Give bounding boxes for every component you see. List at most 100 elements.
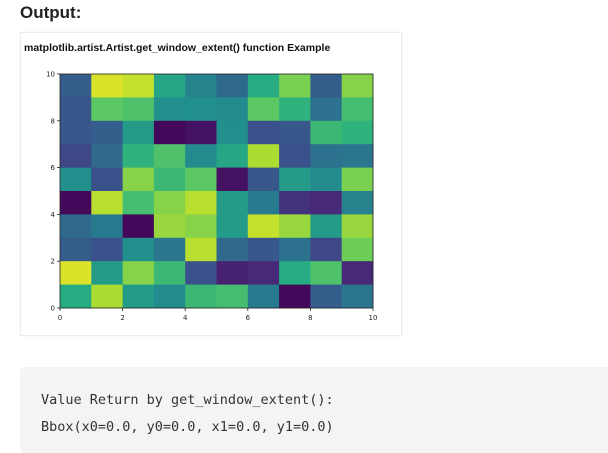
heatmap-cells: [60, 74, 374, 309]
heatmap-cell: [247, 144, 280, 168]
heatmap-cell: [279, 74, 311, 98]
heatmap-cell: [153, 261, 186, 285]
heatmap-cell: [216, 167, 249, 192]
x-tick-label: 4: [183, 314, 188, 322]
heatmap-cell: [279, 144, 311, 168]
output-line-2: Bbox(x0=0.0, y0=0.0, x1=0.0, y1=0.0): [41, 419, 334, 435]
heatmap-cell: [91, 214, 123, 239]
heatmap-cell: [91, 261, 123, 285]
plot-frame: [59, 73, 374, 309]
heatmap-cell: [153, 97, 186, 122]
heatmap-cell: [122, 97, 155, 122]
heatmap-cell: [341, 237, 374, 262]
x-tick-label: 0: [58, 314, 62, 322]
output-line-1: Value Return by get_window_extent():: [41, 392, 334, 408]
heatmap-cell: [310, 97, 343, 122]
heatmap-cell: [185, 214, 217, 239]
chart-title: matplotlib.artist.Artist.get_window_exte…: [24, 42, 330, 54]
heatmap-cell: [122, 237, 155, 262]
y-tick-label: 6: [51, 164, 56, 172]
heatmap-cell: [279, 284, 311, 309]
heatmap-cell: [247, 214, 280, 239]
heatmap-cell: [247, 74, 280, 98]
heatmap-cell: [279, 167, 311, 192]
heatmap-cell: [341, 144, 374, 168]
heatmap-chart: matplotlib.artist.Artist.get_window_exte…: [24, 42, 378, 322]
heatmap-cell: [310, 261, 343, 285]
heatmap-cell: [185, 167, 217, 192]
heatmap-cell: [122, 191, 155, 215]
y-tick-label: 8: [51, 117, 55, 125]
heatmap-cell: [122, 167, 155, 192]
heatmap-cell: [60, 191, 92, 215]
heatmap-cell: [153, 74, 186, 98]
heatmap-cell: [185, 237, 217, 262]
heatmap-cell: [341, 261, 374, 285]
heatmap-cell: [153, 284, 186, 309]
heatmap-cell: [279, 97, 311, 122]
heatmap-cell: [310, 191, 343, 215]
heatmap-cell: [247, 237, 280, 262]
heatmap-cell: [279, 261, 311, 285]
heatmap-cell: [153, 191, 186, 215]
heatmap-cell: [122, 261, 155, 285]
heatmap-cell: [341, 97, 374, 122]
console-output: Value Return by get_window_extent(): Bbo…: [20, 367, 608, 453]
heatmap-cell: [247, 97, 280, 122]
heatmap-cell: [279, 191, 311, 215]
heatmap-cell: [341, 167, 374, 192]
heatmap-cell: [122, 74, 155, 98]
heatmap-cell: [60, 261, 92, 285]
heatmap-cell: [185, 261, 217, 285]
heatmap-cell: [216, 237, 249, 262]
heatmap-cell: [122, 284, 155, 309]
heatmap-cell: [185, 284, 217, 309]
heatmap-cell: [60, 97, 92, 122]
heatmap-cell: [60, 167, 92, 192]
heatmap-cell: [60, 144, 92, 168]
heatmap-cell: [310, 284, 343, 309]
heatmap-cell: [91, 237, 123, 262]
heatmap-cell: [185, 144, 217, 168]
heatmap-cell: [310, 167, 343, 192]
y-tick-label: 4: [51, 211, 56, 219]
x-tick-label: 6: [246, 314, 251, 322]
heatmap-cell: [60, 214, 92, 239]
heatmap-cell: [216, 74, 249, 98]
heatmap-cell: [153, 144, 186, 168]
y-tick-label: 10: [46, 71, 55, 79]
heatmap-cell: [310, 74, 343, 98]
heatmap-cell: [153, 237, 186, 262]
heatmap-cell: [341, 120, 374, 145]
x-tick-label: 10: [369, 314, 378, 322]
heatmap-cell: [216, 214, 249, 239]
heatmap-cell: [279, 214, 311, 239]
heatmap-cell: [279, 237, 311, 262]
heatmap-cell: [185, 97, 217, 122]
heatmap-cell: [247, 120, 280, 145]
heatmap-cell: [247, 261, 280, 285]
output-heading: Output:: [20, 3, 82, 22]
heatmap-cell: [153, 214, 186, 239]
heatmap-cell: [310, 237, 343, 262]
heatmap-cell: [310, 144, 343, 168]
heatmap-cell: [91, 284, 123, 309]
heatmap-cell: [216, 261, 249, 285]
heatmap-cell: [247, 284, 280, 309]
chart-figure: matplotlib.artist.Artist.get_window_exte…: [20, 32, 402, 336]
heatmap-cell: [185, 74, 217, 98]
heatmap-cell: [341, 214, 374, 239]
heatmap-cell: [91, 120, 123, 145]
heatmap-cell: [91, 97, 123, 122]
heatmap-cell: [60, 120, 92, 145]
heatmap-cell: [91, 167, 123, 192]
heatmap-cell: [216, 97, 249, 122]
heatmap-cell: [122, 144, 155, 168]
heatmap-cell: [60, 74, 92, 98]
heatmap-cell: [153, 167, 186, 192]
heatmap-cell: [247, 167, 280, 192]
heatmap-cell: [60, 237, 92, 262]
heatmap-cell: [91, 144, 123, 168]
heatmap-cell: [216, 144, 249, 168]
heatmap-cell: [122, 120, 155, 145]
